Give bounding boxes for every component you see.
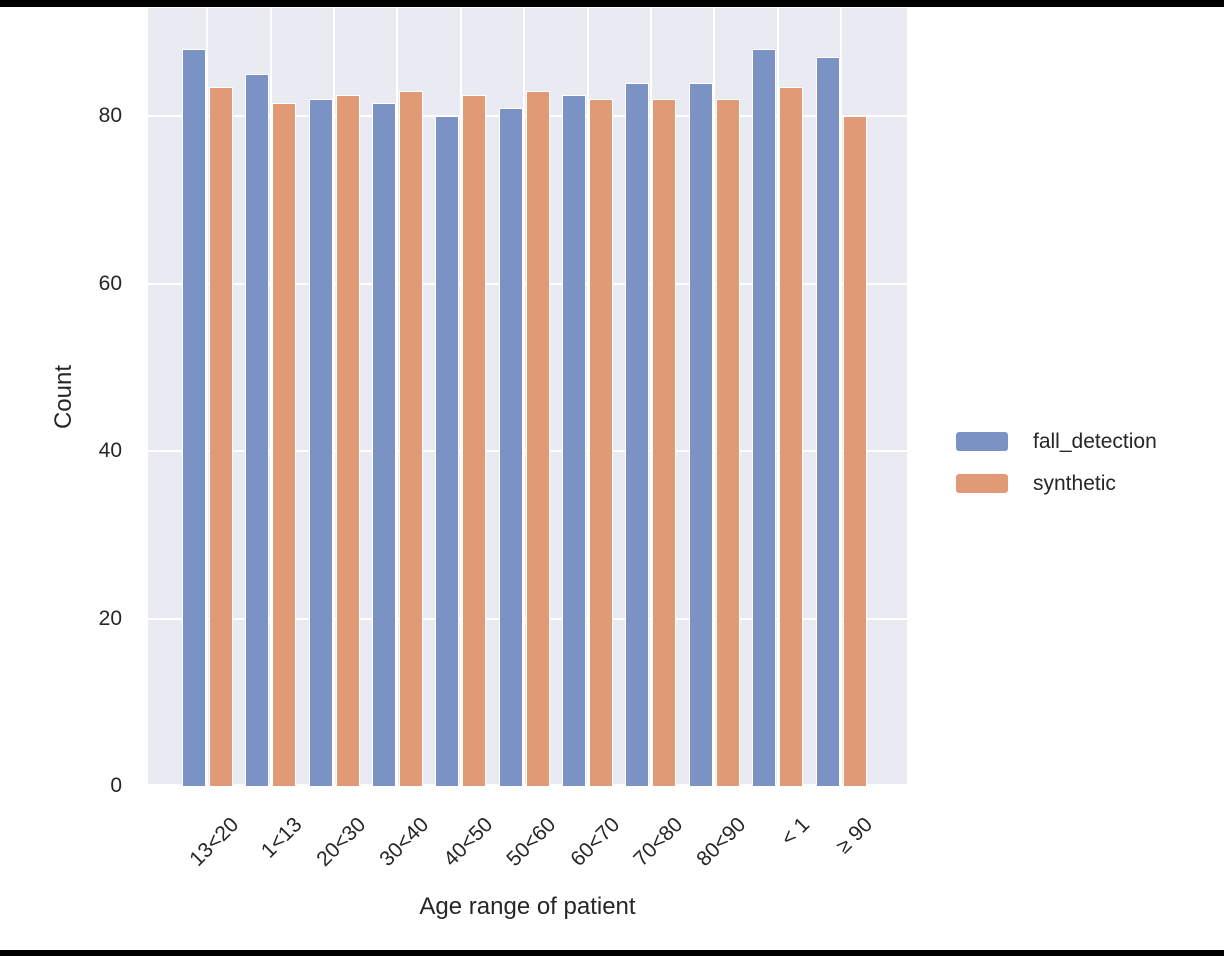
y-tick-label: 80 [98,104,122,128]
bar-synthetic [272,103,297,786]
bar-fall_detection [371,103,396,786]
bar-fall_detection [752,49,777,786]
y-tick-label: 0 [110,774,122,797]
y-tick-label: 20 [98,606,122,630]
chart-figure: 0 20 40 60 80 13<20 1<13 20<30 30<40 40<50 50<60 6… [0,7,1224,950]
x-tick-label: 40<50 [439,813,498,871]
x-gridline [713,8,716,786]
bar-fall_detection [625,83,650,786]
bar-fall_detection [435,116,460,786]
x-tick-label: 70<80 [629,813,688,871]
bar-synthetic [715,99,740,786]
bar-fall_detection [562,95,587,786]
y-tick-label: 40 [98,439,122,463]
bar-fall_detection [245,74,270,786]
bar-synthetic [842,116,867,786]
x-gridline [396,8,399,786]
bar-synthetic [525,91,550,786]
y-axis-label: Count [50,364,77,430]
x-tick-label: 1<13 [257,813,307,863]
legend-label: synthetic [1033,472,1116,495]
x-tick-label: ≥ 90 [832,813,878,859]
bar-synthetic [779,87,804,786]
bar-synthetic [335,95,360,786]
x-gridline [333,8,336,786]
bar-synthetic [208,87,233,786]
x-tick-label: < 1 [776,813,814,851]
x-gridline [776,8,779,786]
x-gridline [269,8,272,786]
x-gridline [649,8,652,786]
bar-fall_detection [308,99,333,786]
x-tick-label: 50<60 [502,813,561,871]
x-tick-label: 60<70 [565,813,624,871]
x-gridline [840,8,842,786]
legend: fall_detection synthetic [956,430,1157,516]
top-black-border [0,0,1224,7]
x-gridline [206,8,209,786]
bar-synthetic [462,95,487,786]
x-gridline [523,8,526,786]
x-tick-label: 13<20 [185,813,244,871]
bar-synthetic [589,99,614,786]
legend-swatch-fall_detection [956,432,1008,451]
x-gridline [459,8,462,786]
bar-synthetic [652,99,677,786]
x-tick-label: 30<40 [375,813,434,871]
bar-fall_detection [688,83,713,786]
x-gridline [586,8,589,786]
legend-entry: synthetic [956,472,1157,495]
x-tick-label: 80<90 [692,813,751,871]
bar-fall_detection [815,57,840,786]
x-tick-label: 20<30 [312,813,371,871]
plot-area [148,8,907,786]
legend-swatch-synthetic [956,474,1008,493]
bar-synthetic [398,91,423,786]
bar-fall_detection [498,108,523,786]
y-tick-label: 60 [98,271,122,295]
bar-fall_detection [181,49,206,786]
x-axis-label: Age range of patient [419,893,636,920]
legend-label: fall_detection [1033,430,1157,453]
bottom-black-border [0,950,1224,956]
legend-entry: fall_detection [956,430,1157,453]
